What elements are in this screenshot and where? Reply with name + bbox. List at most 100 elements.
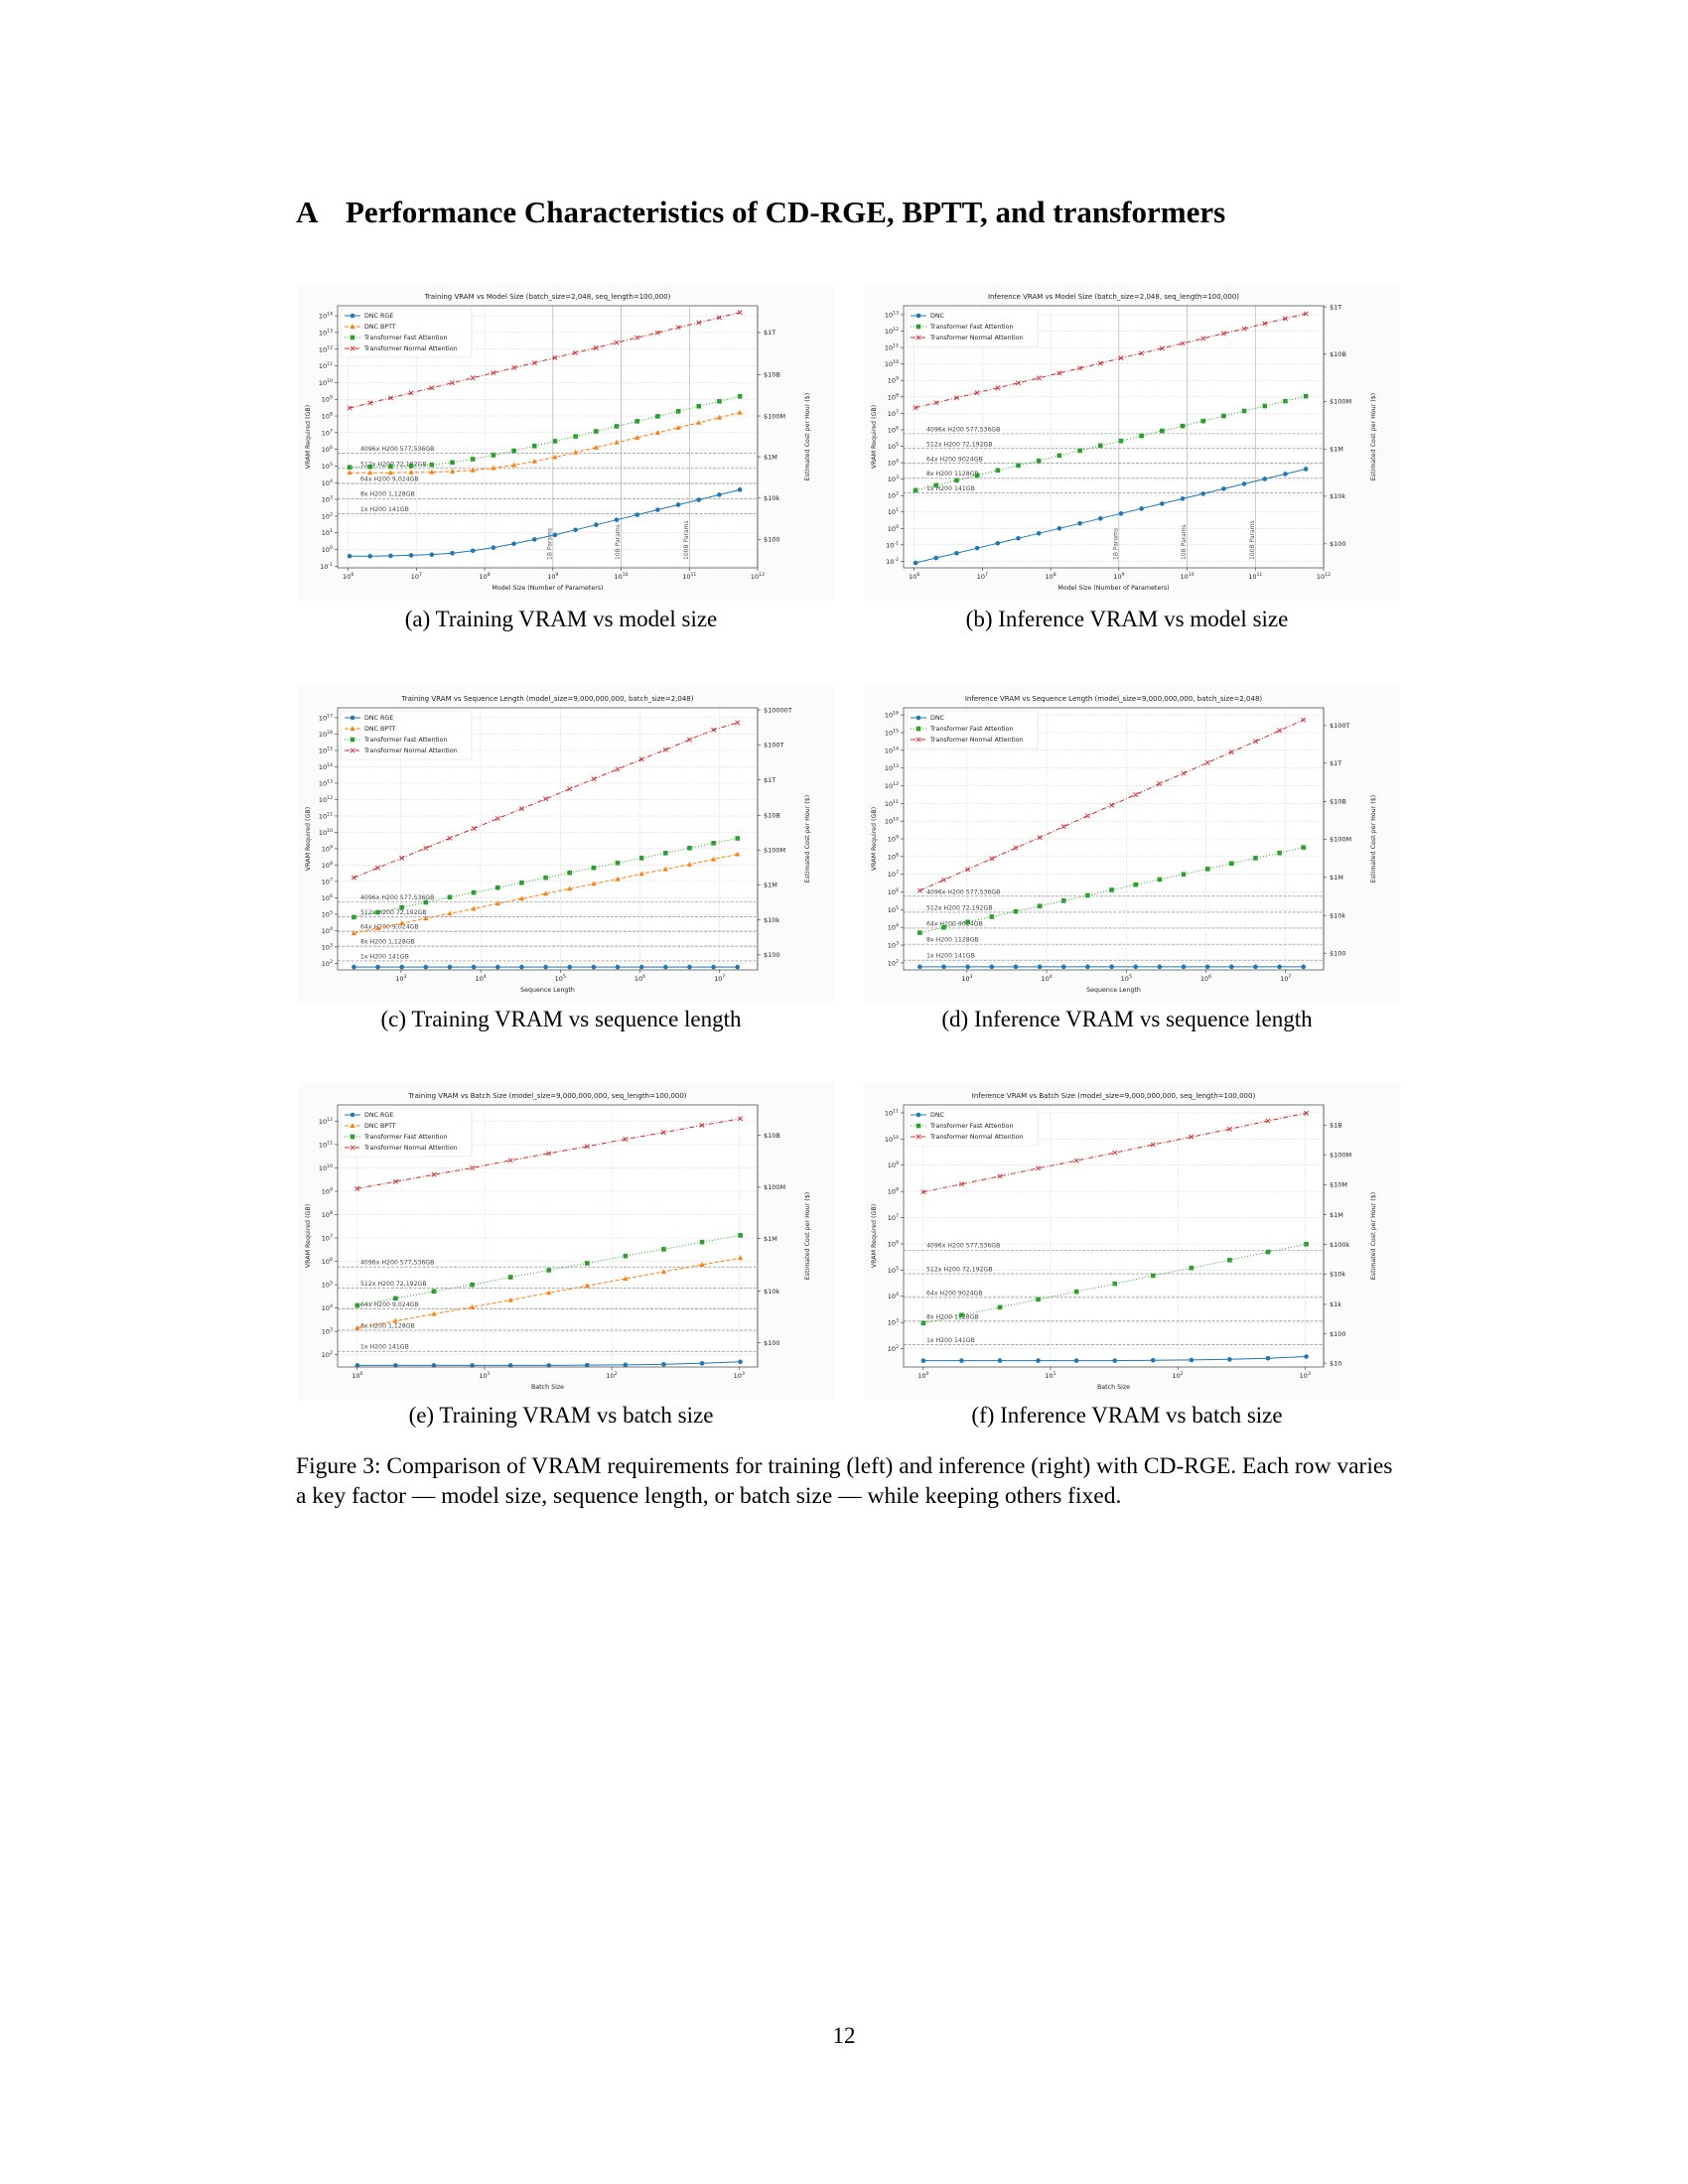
y-tick-exponent: -1	[328, 562, 333, 568]
data-point	[470, 1282, 475, 1288]
chart-inference-vram-vs-sequence-length: 4096x H200 577,536GB 512x H200 72,192GB 64…	[864, 685, 1400, 1003]
data-point	[1277, 964, 1282, 970]
x-tick-exponent: 9	[555, 572, 558, 578]
series-transformer-normal-attention	[913, 311, 1309, 411]
data-point	[615, 964, 621, 970]
x-tick-exponent: 10	[623, 572, 629, 578]
data-point	[491, 453, 496, 458]
data-point	[623, 1137, 629, 1143]
y-tick-exponent: 1	[896, 507, 899, 513]
y-tick-label: 1011	[319, 1140, 333, 1149]
data-point	[614, 517, 620, 522]
data-point	[423, 964, 429, 970]
data-point	[399, 964, 404, 970]
legend-marker	[350, 313, 355, 319]
y-tick-exponent: 5	[330, 462, 333, 468]
data-point	[614, 340, 620, 345]
gpu-capacity-label: 512x H200 72,192GB	[360, 1281, 427, 1288]
y-tick-label: 102	[322, 1350, 333, 1359]
y-tick-label: 1010	[319, 378, 333, 387]
data-point	[375, 865, 381, 871]
data-point	[696, 320, 702, 326]
data-point	[347, 553, 352, 559]
right-tick-label: $10000T	[764, 706, 792, 714]
data-point	[511, 541, 516, 547]
y-tick-label: 1011	[885, 799, 899, 808]
data-point	[393, 1363, 398, 1368]
subcaption-d: (d) Inference VRAM vs sequence length	[941, 1007, 1313, 1031]
y-tick-label: 102	[888, 1344, 899, 1353]
data-point	[1036, 458, 1042, 464]
x-tick-exponent: 6	[1208, 974, 1211, 980]
y-tick-exponent: 11	[893, 799, 899, 805]
data-point	[696, 403, 702, 409]
data-point	[623, 1362, 629, 1368]
y-tick-exponent: 3	[896, 1318, 899, 1324]
data-point	[450, 460, 455, 466]
data-point	[997, 1358, 1003, 1363]
data-point	[1221, 486, 1226, 491]
y-tick-exponent: 5	[896, 442, 899, 448]
data-point	[711, 964, 716, 970]
data-point	[920, 1320, 926, 1326]
data-point	[354, 1185, 360, 1191]
y-tick-label: 100	[888, 524, 899, 533]
legend-label: Transformer Fast Attention	[363, 1134, 448, 1141]
chart-inference-vram-vs-model-size: 4096x H200 577,536GB 512x H200 72,192GB 64…	[864, 283, 1400, 601]
data-point	[1229, 964, 1234, 970]
data-point	[699, 1361, 705, 1366]
data-point	[933, 482, 939, 488]
data-point	[1204, 964, 1210, 970]
data-point	[543, 875, 548, 881]
right-tick-label: $10k	[1330, 912, 1345, 920]
series-transformer-normal-attention	[347, 310, 743, 411]
y-tick-label: 105	[888, 905, 899, 914]
y-tick-label: 1010	[885, 359, 899, 368]
y-tick-label: 106	[322, 893, 333, 902]
y-tick-exponent: 6	[330, 893, 333, 899]
y-tick-exponent: 13	[893, 763, 899, 769]
x-tick-exponent: 7	[985, 572, 988, 578]
y-tick-exponent: 3	[896, 941, 899, 947]
data-point	[593, 344, 599, 350]
data-point	[661, 1362, 666, 1367]
data-point	[584, 1283, 590, 1289]
data-point	[408, 463, 414, 469]
data-point	[399, 855, 405, 861]
y-tick-label: 1014	[319, 312, 333, 321]
data-point	[507, 1363, 513, 1368]
legend-marker	[350, 1134, 355, 1140]
data-point	[933, 555, 939, 561]
x-axis-label: Batch Size	[531, 1384, 564, 1391]
right-tick-label: $100M	[1330, 836, 1351, 844]
series-line	[350, 488, 741, 557]
data-point	[431, 1310, 437, 1316]
data-point	[917, 964, 922, 970]
y-tick-label: 109	[888, 835, 899, 844]
data-point	[507, 1275, 513, 1280]
right-tick-label: $10k	[1330, 492, 1345, 500]
y-tick-exponent: 6	[896, 425, 899, 431]
y-tick-label: 109	[888, 376, 899, 385]
legend-box	[340, 308, 473, 358]
data-point	[917, 930, 922, 935]
data-point	[429, 385, 435, 391]
data-point	[510, 462, 517, 468]
x-tick-label: 103	[961, 974, 972, 983]
data-point	[954, 478, 959, 483]
data-point	[470, 467, 476, 473]
data-point	[347, 465, 352, 470]
legend-marker	[915, 737, 921, 743]
chart-title: Training VRAM vs Batch Size (model_size=…	[407, 1092, 686, 1100]
data-point	[737, 393, 743, 399]
data-point	[429, 469, 435, 475]
data-point	[1060, 964, 1066, 970]
data-point	[737, 1255, 744, 1261]
y-tick-label: 10-2	[886, 557, 899, 566]
series-dnc-bptt	[351, 851, 741, 935]
data-point	[470, 375, 476, 381]
legend: DNC RGE DNC BPTT Transformer Fast Attentio…	[340, 1107, 473, 1158]
y-tick-label: 1011	[885, 1108, 899, 1117]
